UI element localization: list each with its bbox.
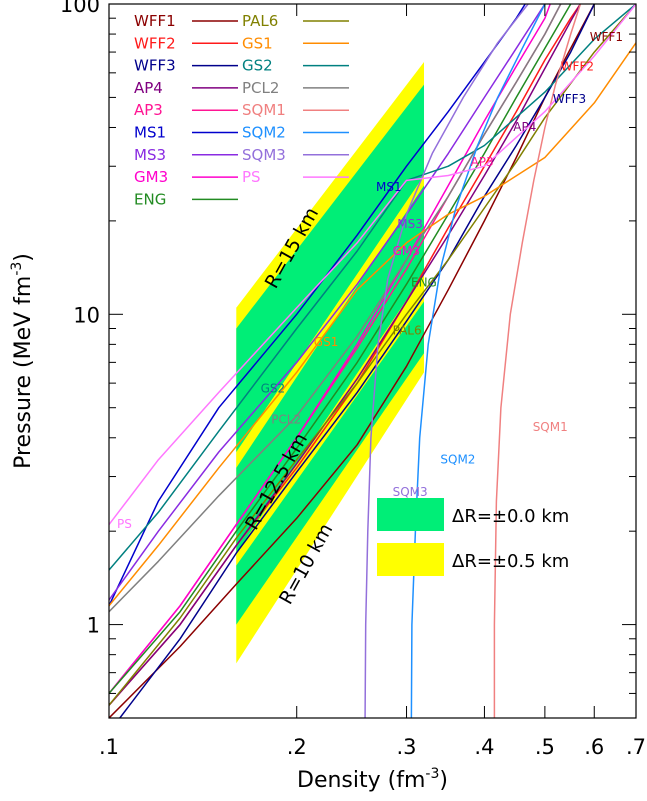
x-tick-label-7: .7: [626, 735, 646, 759]
y-tick-label-1: 1: [87, 614, 100, 638]
curve-label-sqm2: SQM2: [440, 453, 475, 467]
curve-label-wff3: WFF3: [553, 92, 586, 106]
legend-entry-pal6: PAL6: [242, 12, 349, 30]
legend-label: MS3: [134, 146, 166, 164]
curve-label-gm3: GM3: [393, 244, 420, 258]
x-tick-label-4: .4: [474, 735, 494, 759]
legend: WFF1 WFF2 WFF3 AP4 AP3 MS1 MS3 GM3 ENG PAL6 GS1 GS2…: [134, 12, 349, 208]
band-green-r-12-5-km: [236, 185, 425, 554]
series-line-wff3: [118, 4, 595, 718]
legend-entry-eng: ENG: [134, 190, 238, 208]
band-green-r-10-km: [236, 301, 425, 625]
series-line-ap4: [109, 4, 582, 706]
key-label-1: ΔR=±0.5 km: [452, 551, 569, 572]
x-tick-label-1: .1: [99, 735, 119, 759]
legend-label: WFF2: [134, 34, 176, 52]
x-axis-title: Density (fm-3): [297, 766, 448, 793]
curve-label-gs2: GS2: [261, 381, 286, 395]
legend-label: PCL2: [242, 79, 279, 97]
series-line-pcl2: [109, 4, 562, 613]
series-line-sqm3: [364, 4, 529, 718]
x-tick-label-5: .5: [535, 735, 555, 759]
curve-label-sqm1: SQM1: [533, 420, 568, 434]
series-line-ms3: [109, 4, 546, 601]
series-line-pal6: [109, 4, 636, 706]
legend-label: SQM2: [242, 124, 286, 142]
legend-label: PS: [242, 168, 261, 186]
series-line-sqm1: [493, 4, 582, 718]
curve-label-gs1: GS1: [314, 335, 339, 349]
curve-label-eng: ENG: [411, 275, 437, 289]
curve-label-ap3: AP3: [471, 155, 494, 169]
curve-label-wff2: WFF2: [561, 60, 594, 74]
y-axis-title: Pressure (MeV fm-3): [9, 253, 36, 469]
legend-label: GS2: [242, 57, 273, 75]
legend-entry-ms3: MS3: [134, 146, 238, 164]
series-line-ps: [109, 4, 636, 526]
band-green-r-15-km: [236, 84, 425, 452]
legend-entry-wff3: WFF3: [134, 57, 238, 75]
legend-label: WFF1: [134, 12, 176, 30]
legend-label: AP4: [134, 79, 163, 97]
legend-entry-sqm3: SQM3: [242, 146, 349, 164]
key-swatch-1: [377, 543, 444, 576]
legend-entry-gs2: GS2: [242, 57, 349, 75]
curve-label-pal6: PAL6: [393, 324, 422, 338]
curve-label-pcl2: PCL2: [271, 412, 301, 426]
legend-entry-gs1: GS1: [242, 34, 349, 52]
eos-curves: [109, 4, 636, 718]
key-swatch-0: [377, 498, 444, 531]
axis-titles: Density (fm-3) Pressure (MeV fm-3): [9, 253, 448, 793]
band-key: ΔR=±0.0 km ΔR=±0.5 km: [377, 498, 569, 576]
axis-ticks: .1 .2 .3 .4 .5 .6 .7 1 10 100: [60, 0, 646, 759]
legend-entry-sqm2: SQM2: [242, 124, 349, 142]
legend-entry-ap3: AP3: [134, 101, 238, 119]
legend-label: GM3: [134, 168, 168, 186]
legend-label: SQM3: [242, 146, 286, 164]
legend-entry-ms1: MS1: [134, 124, 238, 142]
radius-bands: [236, 62, 425, 664]
x-tick-label-6: .6: [584, 735, 604, 759]
series-line-eng: [109, 4, 572, 694]
key-label-0: ΔR=±0.0 km: [452, 506, 569, 527]
legend-entry-wff1: WFF1: [134, 12, 238, 30]
curve-label-ms1: MS1: [376, 180, 402, 194]
curve-label-ps: PS: [117, 517, 132, 531]
legend-label: PAL6: [242, 12, 278, 30]
legend-entry-wff2: WFF2: [134, 34, 238, 52]
legend-entry-pcl2: PCL2: [242, 79, 349, 97]
series-line-gs1: [109, 42, 636, 607]
x-tick-label-3: .3: [397, 735, 417, 759]
legend-entry-ap4: AP4: [134, 79, 238, 97]
legend-entry-gm3: GM3: [134, 168, 238, 186]
legend-label: ENG: [134, 190, 166, 208]
curve-label-ap4: AP4: [513, 120, 536, 134]
legend-entry-ps: PS: [242, 168, 349, 186]
curve-label-ms3: MS3: [397, 217, 423, 231]
plot-border: [108, 3, 637, 719]
curve-label-sqm3: SQM3: [393, 485, 428, 499]
legend-entry-sqm1: SQM1: [242, 101, 349, 119]
legend-label: WFF3: [134, 57, 176, 75]
legend-label: AP3: [134, 101, 163, 119]
curve-label-wff1: WFF1: [590, 30, 623, 44]
curve-labels: WFF1 WFF2 WFF3 AP4 AP3 MS1 MS3 GM3 ENG PAL6 GS1 GS2…: [117, 30, 623, 531]
legend-label: SQM1: [242, 101, 286, 119]
y-tick-label-100: 100: [60, 0, 100, 17]
legend-label: GS1: [242, 34, 273, 52]
plot-frame: [108, 3, 637, 719]
x-tick-label-2: .2: [287, 735, 307, 759]
legend-label: MS1: [134, 124, 166, 142]
y-tick-label-10: 10: [73, 303, 100, 327]
